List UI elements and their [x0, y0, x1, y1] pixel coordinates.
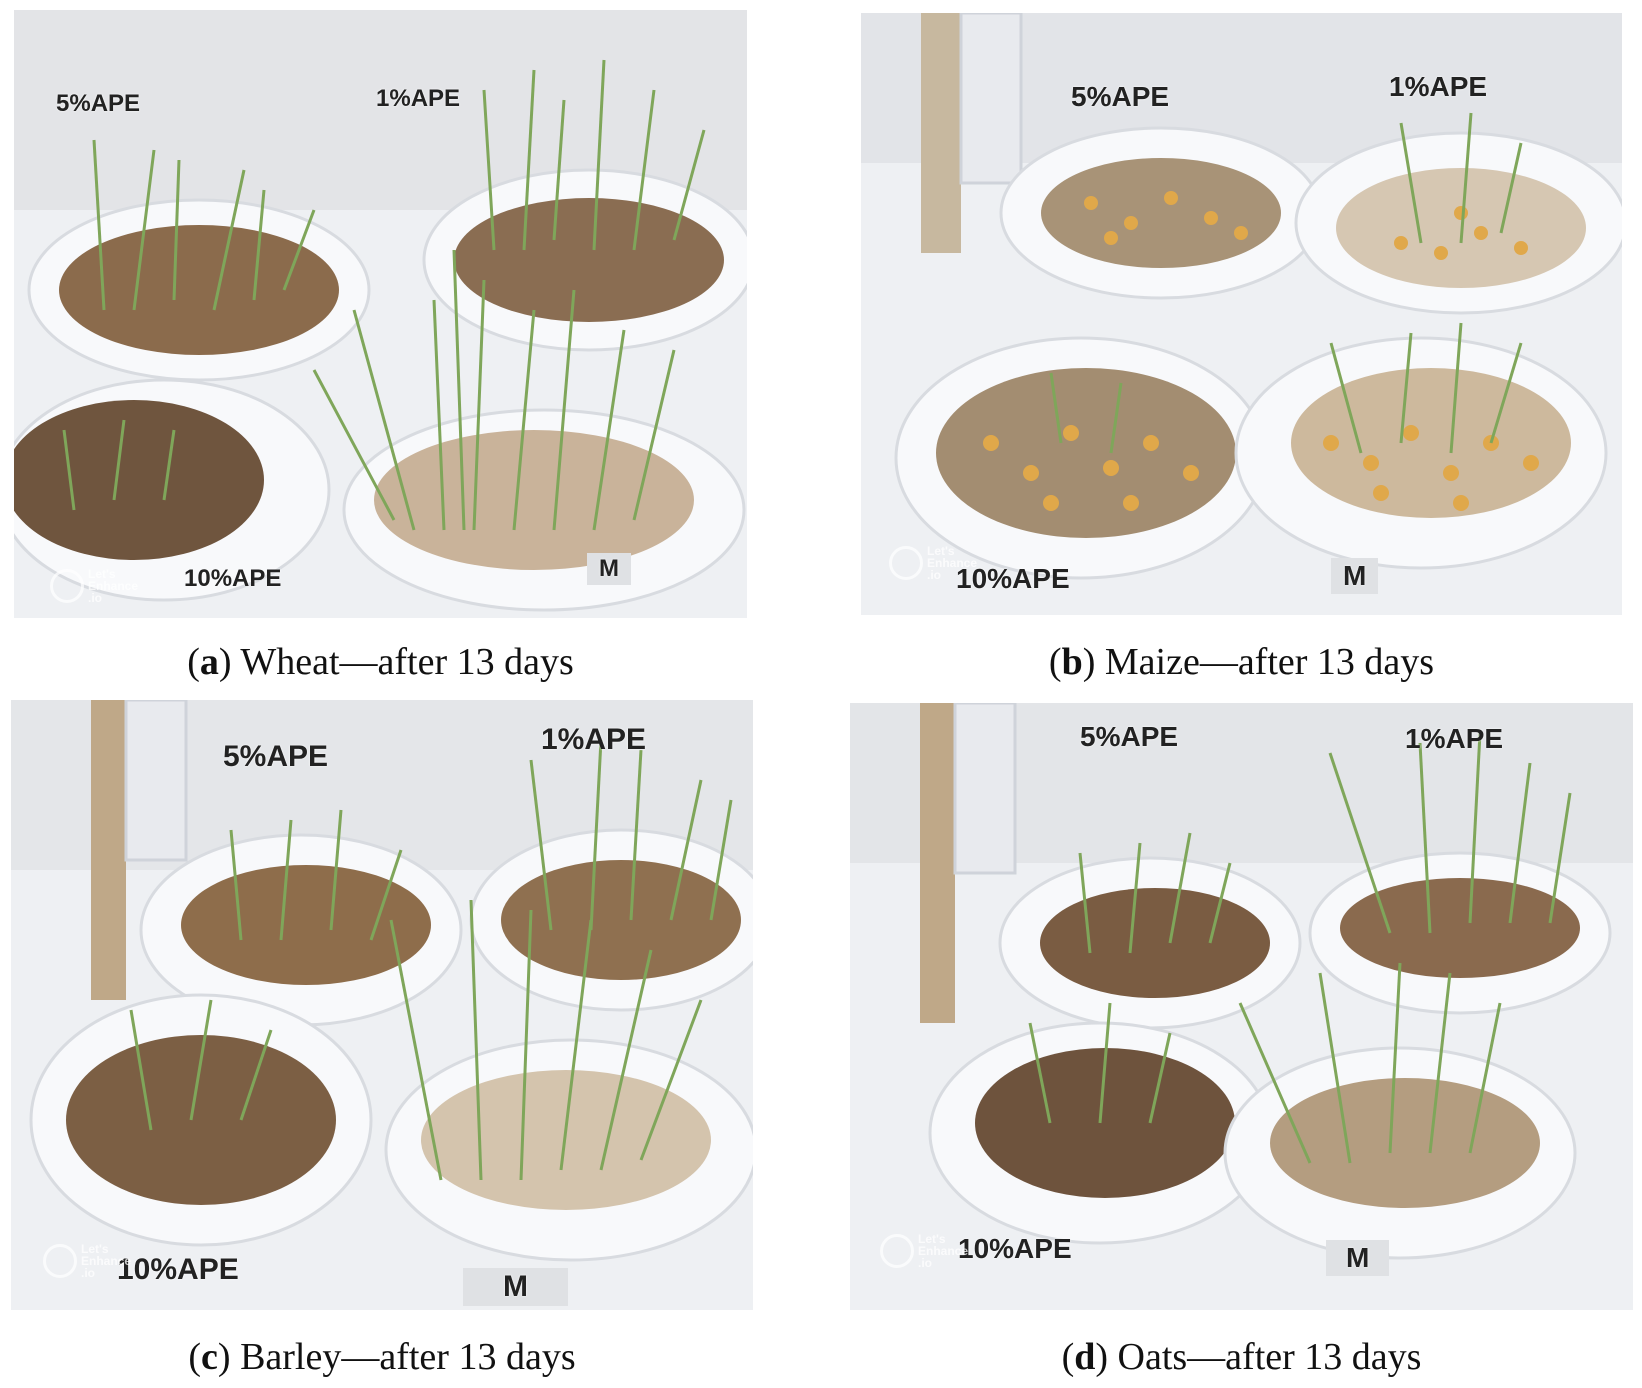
watermark-text-2: Enhance: [918, 1244, 969, 1258]
caption-text: Maize—after 13 days: [1104, 641, 1435, 683]
label-1-ape: 1%APE: [1405, 723, 1504, 754]
watermark-text-3: .io: [81, 1266, 95, 1280]
caption-d: (d) Oats—after 13 days: [1061, 1336, 1422, 1378]
barley-scene-svg: [11, 700, 753, 1310]
watermark: Let's Enhance .io: [889, 545, 977, 581]
label-10-ape: 10%APE: [956, 563, 1070, 594]
wheat-photo: 5%APE 1%APE 10%APE M Let's Enhance .io: [14, 10, 747, 618]
label-m: M: [587, 553, 631, 585]
watermark-logo-icon: [50, 569, 84, 603]
caption-b: (b) Maize—after 13 days: [1048, 641, 1435, 683]
label-5-ape: 5%APE: [56, 90, 141, 117]
watermark-logo-icon: [880, 1234, 914, 1268]
watermark-logo-icon: [889, 546, 923, 580]
watermark-text-3: .io: [88, 591, 102, 605]
caption-c: (c) Barley—after 13 days: [188, 1336, 576, 1378]
watermark-text-3: .io: [918, 1256, 932, 1270]
watermark-text-1: Let's: [918, 1232, 946, 1246]
label-m: M: [1326, 1240, 1390, 1276]
barley-photo: 5%APE 1%APE 10%APE M Let's Enhance .io: [11, 700, 753, 1310]
watermark-text-1: Let's: [927, 544, 955, 558]
caption-letter: d: [1074, 1336, 1096, 1378]
watermark-text-2: Enhance: [81, 1254, 132, 1268]
caption-text: Wheat—after 13 days: [240, 641, 574, 683]
caption-letter: c: [201, 1336, 218, 1378]
watermark: Let's Enhance .io: [50, 568, 138, 604]
caption-a: (a) Wheat—after 13 days: [187, 641, 574, 683]
label-5-ape: 5%APE: [223, 740, 329, 773]
wheat-scene-svg: [14, 10, 747, 618]
oats-scene-svg: [850, 703, 1633, 1310]
label-10-ape: 10%APE: [958, 1233, 1072, 1264]
label-5-ape: 5%APE: [1071, 81, 1170, 112]
watermark-logo-icon: [43, 1244, 77, 1278]
maize-photo: 5%APE 1%APE 10%APE M Let's Enhance .io: [861, 13, 1622, 615]
label-m: M: [1331, 558, 1379, 594]
watermark-text-2: Enhance: [927, 556, 978, 570]
label-1-ape: 1%APE: [1389, 71, 1488, 102]
oats-photo: 5%APE 1%APE 10%APE M Let's Enhance .io: [850, 703, 1633, 1310]
watermark-text-3: .io: [927, 568, 941, 582]
watermark: Let's Enhance .io: [880, 1233, 968, 1269]
label-1-ape: 1%APE: [541, 723, 647, 756]
caption-letter: a: [199, 641, 219, 683]
label-5-ape: 5%APE: [1080, 721, 1179, 752]
label-m: M: [463, 1268, 568, 1306]
maize-scene-svg: [861, 13, 1622, 615]
label-10-ape: 10%APE: [184, 565, 282, 592]
watermark: Let's Enhance .io: [43, 1243, 131, 1279]
watermark-text-2: Enhance: [88, 579, 139, 593]
label-10-ape: 10%APE: [117, 1253, 239, 1286]
caption-letter: b: [1061, 641, 1083, 683]
watermark-text-1: Let's: [88, 567, 116, 581]
caption-text: Barley—after 13 days: [240, 1336, 576, 1378]
caption-text: Oats—after 13 days: [1117, 1336, 1422, 1378]
watermark-text-1: Let's: [81, 1242, 109, 1256]
label-1-ape: 1%APE: [376, 85, 461, 112]
